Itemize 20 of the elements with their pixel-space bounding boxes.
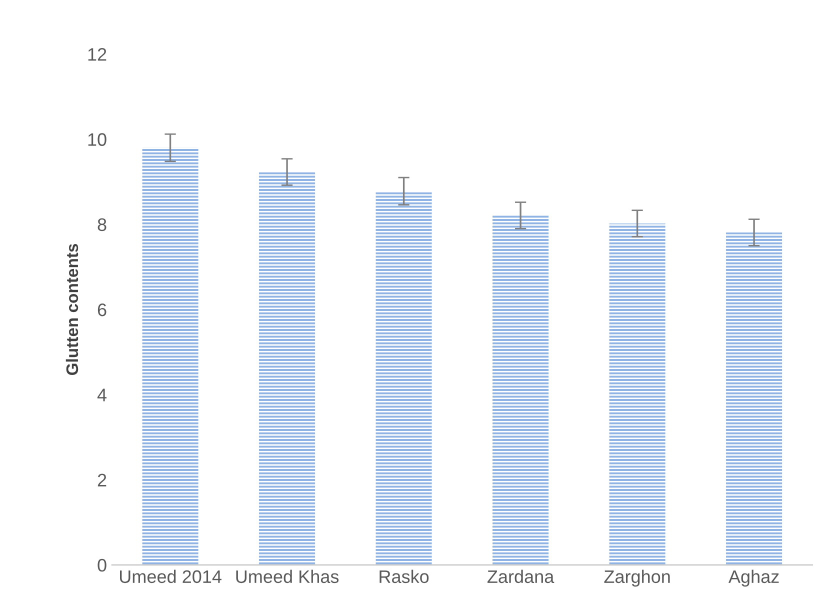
y-tick-label: 12 — [88, 48, 106, 61]
y-tick-label: 2 — [98, 474, 106, 486]
y-tick-label: 10 — [88, 133, 106, 146]
y-axis-title: Glutten contents — [66, 244, 78, 376]
y-tick-label: 6 — [98, 303, 106, 316]
x-tick-label: Aghaz — [728, 570, 779, 587]
y-tick-label: 4 — [97, 388, 107, 402]
y-tick-label: 0 — [98, 558, 106, 572]
bar — [726, 232, 782, 565]
bar — [376, 191, 432, 565]
x-tick-label: Umeed 2014 — [120, 570, 222, 584]
x-tick-label: Rasko — [380, 570, 429, 584]
y-tick-label: 8 — [98, 218, 106, 232]
bar — [609, 224, 666, 565]
bar — [492, 215, 549, 565]
x-tick-label: Zardana — [487, 570, 554, 584]
x-tick-label: Zarghon — [604, 570, 670, 587]
bar — [259, 172, 316, 565]
bar — [142, 148, 198, 565]
x-tick-label: Umeed Khas — [236, 570, 339, 584]
